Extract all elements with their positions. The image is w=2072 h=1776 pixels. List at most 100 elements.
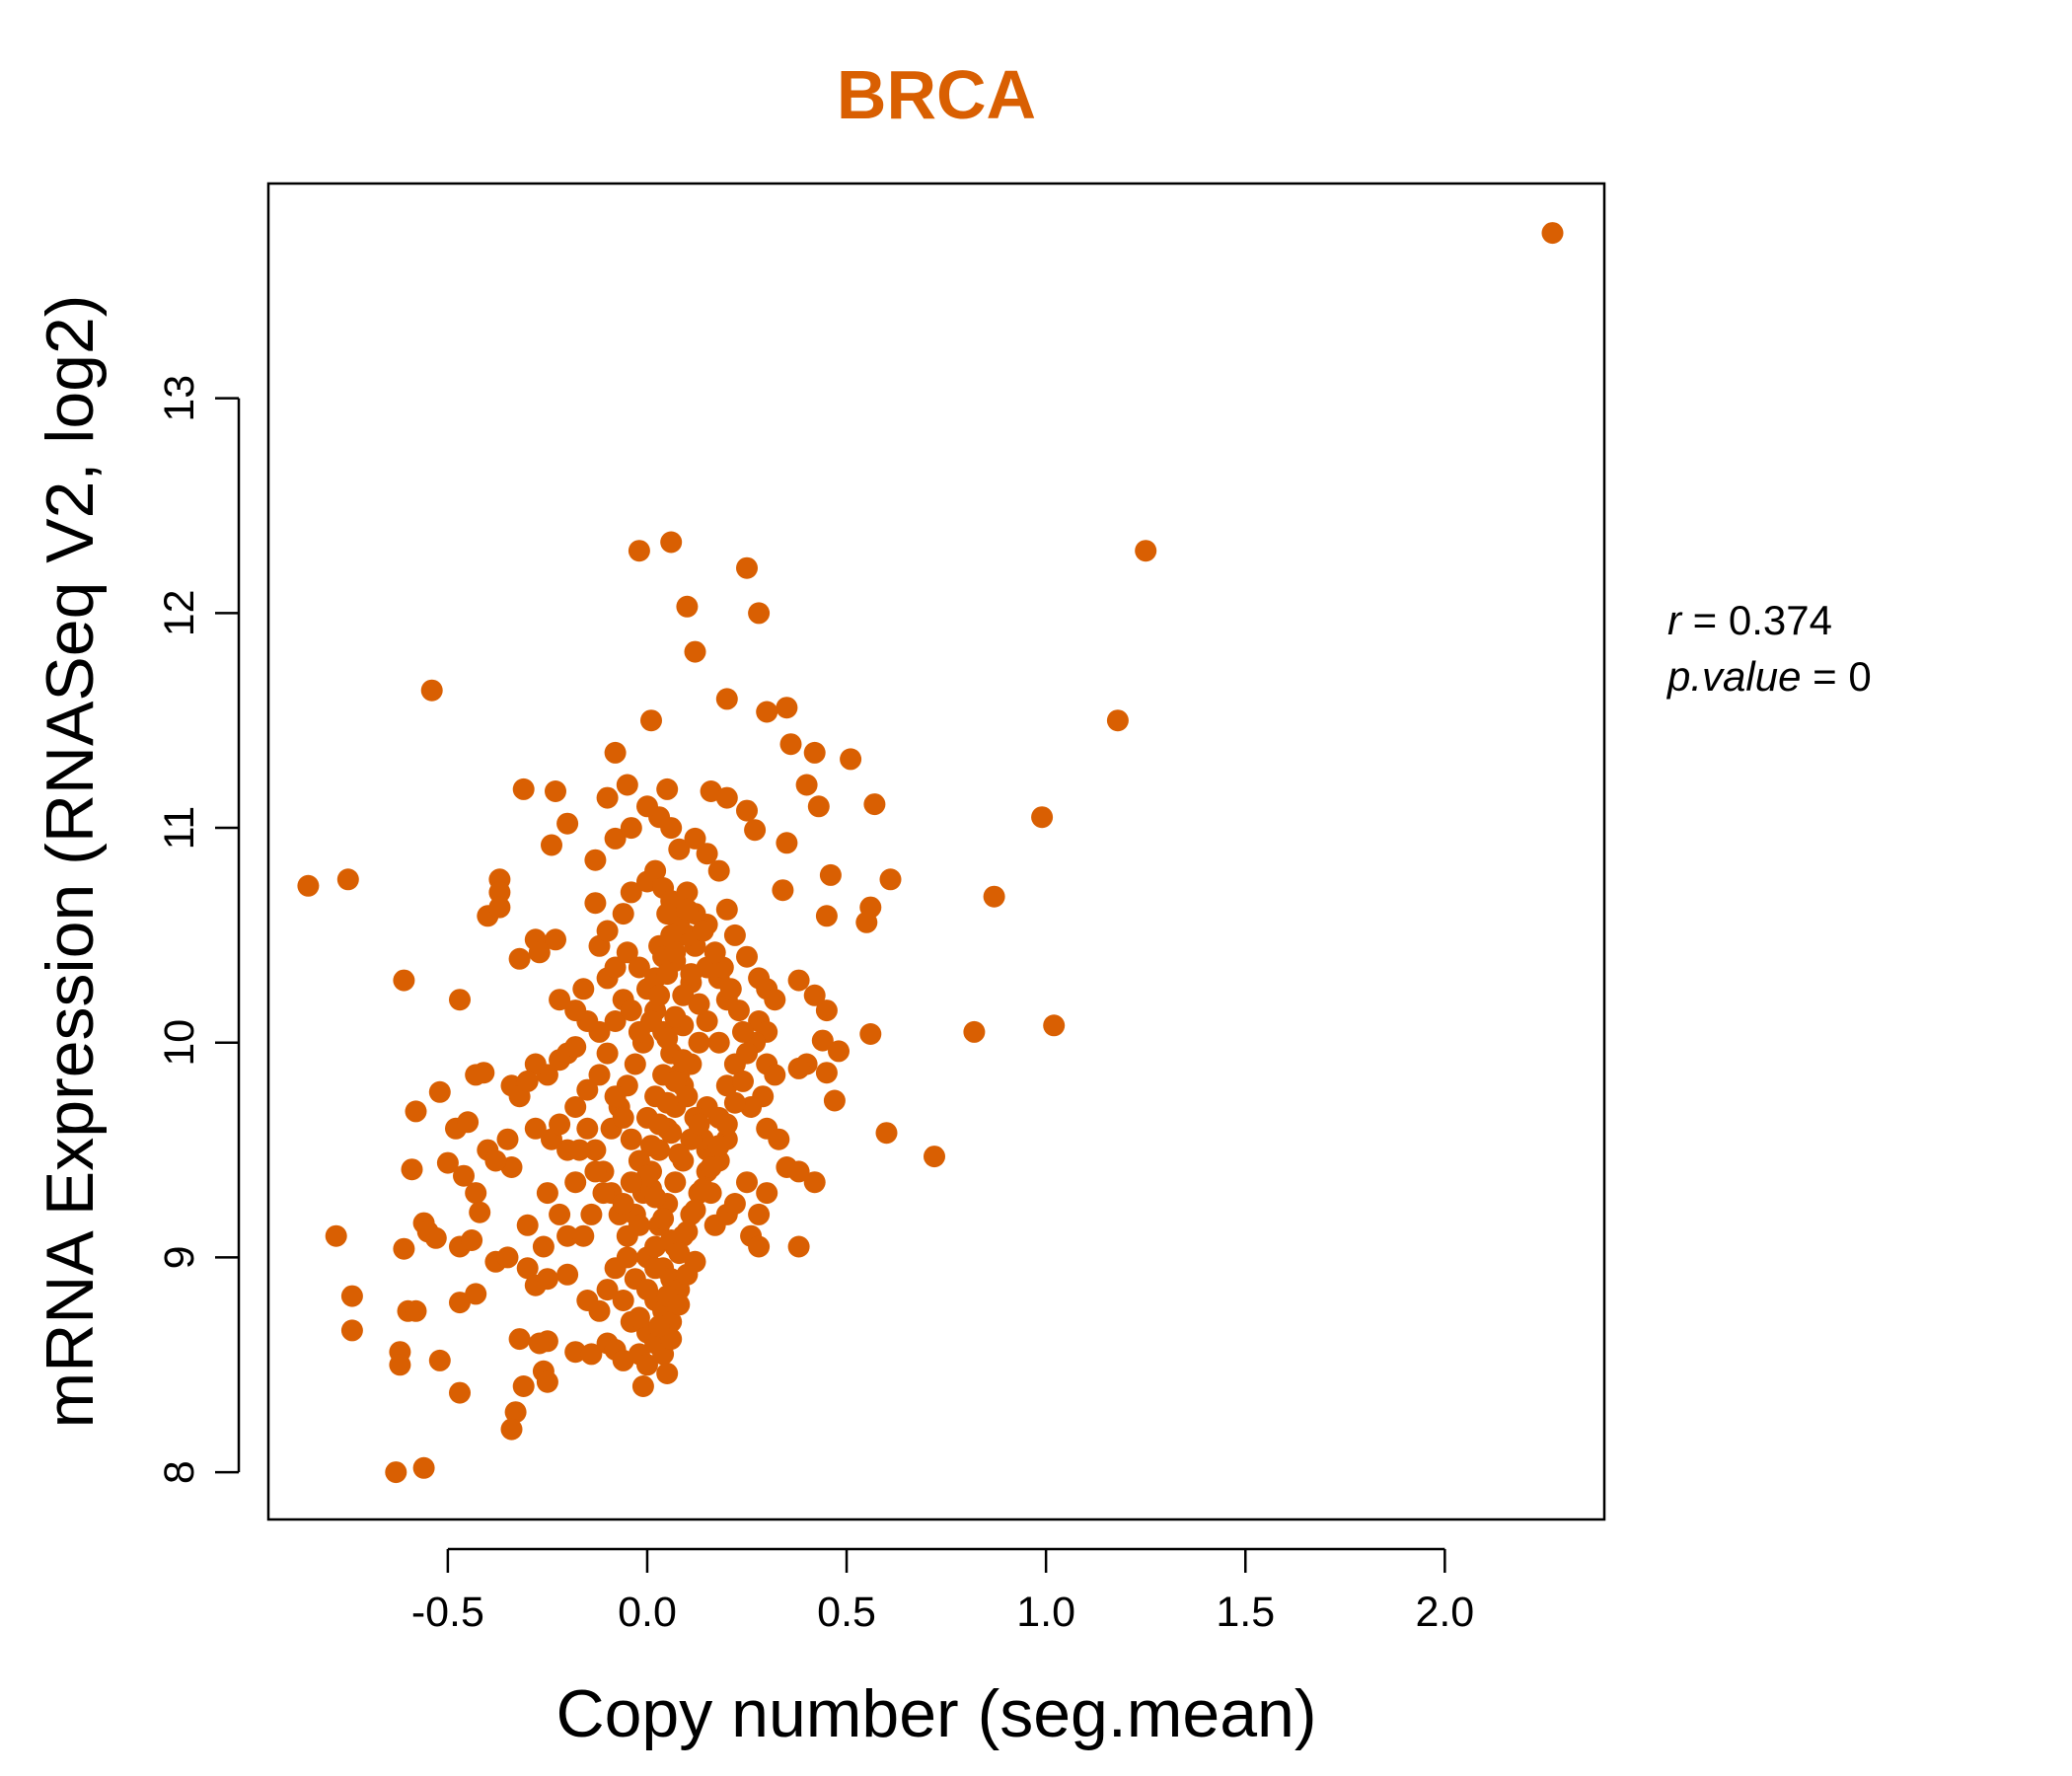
x-tick-label: 0.0 (618, 1589, 677, 1636)
data-point (768, 1128, 790, 1150)
data-point (776, 832, 798, 854)
data-point (628, 1020, 650, 1043)
data-point (723, 924, 746, 946)
data-point (453, 1164, 475, 1187)
data-point (723, 1053, 746, 1075)
data-point (604, 741, 627, 764)
data-point (787, 1235, 810, 1258)
data-point (776, 697, 798, 719)
data-point (644, 859, 667, 882)
data-point (840, 748, 862, 771)
data-point (656, 777, 679, 800)
data-point (684, 1250, 706, 1273)
data-point (672, 984, 695, 1006)
data-point (748, 1235, 771, 1258)
data-point (556, 812, 579, 835)
data-point (684, 1199, 706, 1221)
data-point (803, 1171, 826, 1194)
data-point (628, 1306, 650, 1329)
data-point (564, 1341, 587, 1364)
data-point (616, 941, 638, 964)
data-point (636, 795, 658, 818)
x-axis: -0.5 0.0 0.5 1.0 1.5 2.0 (411, 1547, 1474, 1636)
r-symbol: r (1667, 597, 1683, 643)
data-point (604, 1010, 627, 1032)
data-point (297, 874, 320, 897)
data-point (815, 999, 838, 1022)
data-point (828, 1040, 850, 1063)
data-point (604, 827, 627, 850)
data-point (648, 1315, 671, 1338)
data-point (744, 819, 767, 842)
data-point (340, 1285, 363, 1307)
data-point (696, 1010, 718, 1032)
data-point (700, 1156, 722, 1178)
data-point (572, 978, 595, 1000)
data-point (549, 989, 571, 1011)
correlation-r-stat: r = 0.374 (1667, 597, 1832, 643)
data-point (580, 1203, 603, 1225)
data-point (811, 1029, 834, 1052)
data-point (863, 793, 886, 816)
data-point (424, 1226, 447, 1249)
data-point (803, 984, 826, 1006)
data-point (545, 780, 566, 802)
data-point (604, 1085, 627, 1108)
data-point (640, 709, 662, 732)
data-point (536, 1370, 558, 1393)
data-point (457, 1111, 480, 1134)
data-point (628, 956, 650, 979)
data-point (803, 741, 826, 764)
data-point (412, 1456, 435, 1479)
data-point (736, 945, 758, 968)
data-point (668, 1242, 691, 1265)
data-point (628, 1214, 650, 1236)
data-point (620, 881, 642, 904)
data-point (461, 1229, 483, 1251)
data-point (680, 963, 703, 986)
data-point (983, 885, 1005, 908)
data-point (504, 1401, 527, 1424)
data-point (756, 1182, 778, 1205)
data-point (764, 1064, 786, 1086)
data-points (297, 222, 1564, 1484)
data-point (787, 1057, 810, 1079)
data-point (616, 774, 638, 796)
data-point (528, 941, 551, 964)
data-point (572, 1224, 595, 1247)
data-point (688, 1031, 710, 1054)
data-point (488, 896, 511, 919)
data-point (772, 879, 794, 902)
data-point (715, 898, 738, 921)
data-point (715, 1113, 738, 1136)
data-point (648, 1113, 671, 1136)
data-point (676, 898, 699, 921)
y-axis: 8 9 10 11 12 13 (156, 375, 241, 1484)
data-point (787, 1160, 810, 1183)
data-point (549, 1113, 571, 1136)
data-point (604, 956, 627, 979)
data-point (748, 1203, 771, 1225)
data-point (756, 701, 778, 723)
data-point (612, 903, 634, 925)
x-tick-label: 0.5 (817, 1589, 876, 1636)
data-point (524, 1117, 547, 1140)
data-point (787, 969, 810, 992)
data-point (719, 978, 742, 1000)
data-point (385, 1461, 407, 1484)
y-tick-label: 11 (156, 806, 203, 851)
data-point (428, 1349, 451, 1371)
data-point (764, 989, 786, 1011)
data-point (684, 640, 706, 663)
data-point (636, 1279, 658, 1301)
data-point (449, 1292, 471, 1314)
chart-title: BRCA (837, 56, 1036, 133)
data-point (536, 1330, 558, 1353)
data-point (449, 989, 471, 1011)
data-point (465, 1283, 487, 1305)
data-point (668, 1294, 691, 1316)
y-tick-label: 10 (156, 1019, 203, 1067)
x-axis-label: Copy number (seg.mean) (555, 1676, 1316, 1751)
data-point (631, 1375, 654, 1397)
data-point (536, 1268, 558, 1291)
